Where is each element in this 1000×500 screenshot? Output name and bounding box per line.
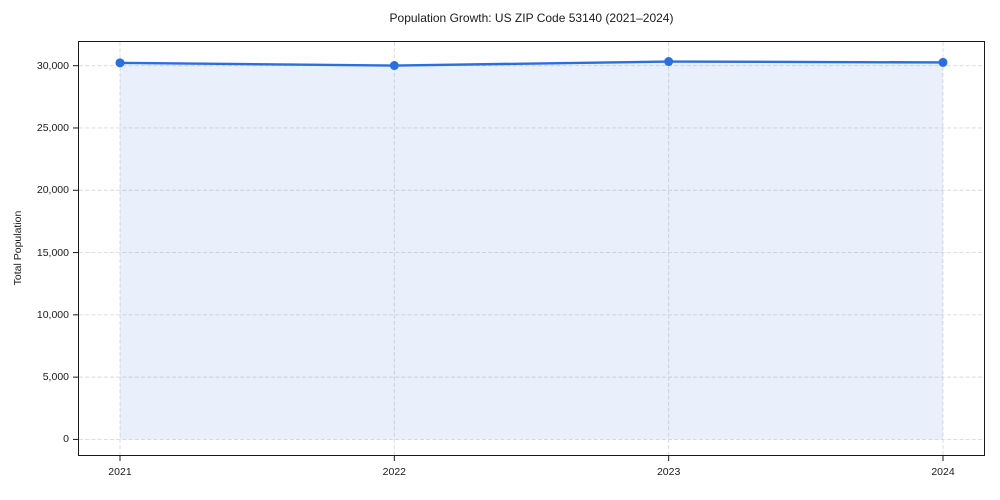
plot-area (78, 41, 985, 456)
x-tick-label: 2022 (382, 466, 406, 478)
x-tick-label: 2023 (656, 466, 681, 478)
y-tick-label: 5,000 (42, 371, 69, 384)
y-tick-label: 20,000 (36, 184, 69, 197)
y-tick-label: 25,000 (36, 121, 69, 134)
y-tick-label: 0 (63, 433, 69, 446)
y-tick-label: 15,000 (36, 246, 69, 259)
y-tick-label: 30,000 (36, 59, 69, 72)
chart-title: Population Growth: US ZIP Code 53140 (20… (389, 11, 674, 25)
x-tick-label: 2024 (931, 466, 955, 478)
y-tick-label: 10,000 (36, 308, 69, 321)
x-tick-label: 2021 (108, 466, 132, 478)
